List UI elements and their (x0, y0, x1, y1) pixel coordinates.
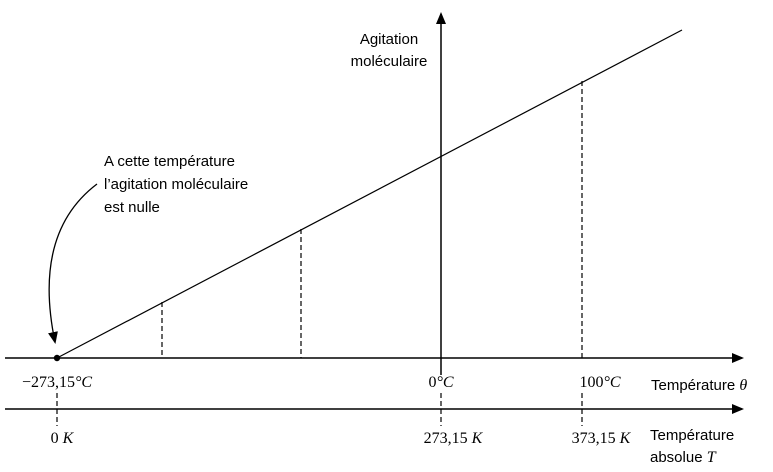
celsius-axis-title: Température θ (651, 377, 747, 394)
kelvin-tick-373: 373,15 K (572, 430, 632, 447)
y-axis-label-line1: Agitation (360, 31, 418, 48)
kelvin-tick-zero: 0 K (51, 430, 75, 447)
annotation-line1: A cette température (104, 153, 235, 170)
kelvin-axis-title-line1: Température (650, 427, 734, 444)
celsius-tick-100: 100°C (579, 374, 620, 391)
y-axis-label-line2: moléculaire (351, 53, 428, 70)
kelvin-tick-273: 273,15 K (424, 430, 484, 447)
annotation-arrow (48, 183, 98, 344)
agitation-line (56, 29, 683, 359)
celsius-tick-zero: 0°C (428, 374, 453, 391)
kelvin-axis-title-line2: absolue T (650, 449, 717, 466)
absolute-zero-point (53, 354, 61, 362)
annotation-line3: est nulle (104, 199, 160, 216)
celsius-tick-absolute-zero: −273,15°C (22, 374, 92, 391)
annotation-line2: l’agitation moléculaire (104, 176, 248, 193)
